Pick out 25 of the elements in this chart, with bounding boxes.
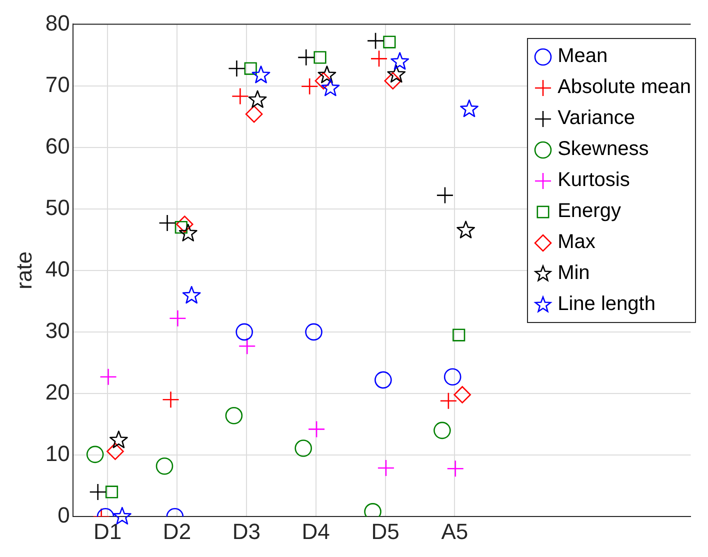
- x-tick-label: D3: [232, 518, 260, 544]
- x-tick-label: A5: [441, 518, 468, 544]
- x-tick-label: D4: [302, 518, 330, 544]
- legend-label: Absolute mean: [558, 75, 691, 100]
- y-axis-title: rate: [11, 251, 36, 290]
- y-tick-label: 10: [45, 441, 70, 466]
- legend-label: Variance: [558, 106, 636, 131]
- legend-label: Line length: [558, 292, 656, 317]
- legend-label: Energy: [558, 199, 621, 224]
- x-tick-label: D5: [371, 518, 400, 544]
- legend-label: Min: [558, 261, 590, 286]
- legend-label: Kurtosis: [558, 168, 630, 193]
- legend-label: Skewness: [558, 137, 649, 162]
- y-tick-label: 70: [45, 72, 70, 97]
- legend-label: Max: [558, 230, 596, 255]
- y-tick-label: 30: [45, 318, 70, 344]
- y-tick-label: 40: [45, 256, 70, 282]
- y-tick-label: 50: [45, 194, 70, 220]
- x-tick-label: D2: [162, 518, 192, 544]
- x-tick-label: D1: [94, 518, 122, 544]
- y-tick-label: 60: [45, 133, 70, 158]
- y-tick-label: 80: [45, 10, 70, 36]
- legend-label: Mean: [558, 44, 608, 69]
- y-tick-label: 0: [58, 502, 70, 528]
- y-tick-label: 20: [45, 380, 70, 405]
